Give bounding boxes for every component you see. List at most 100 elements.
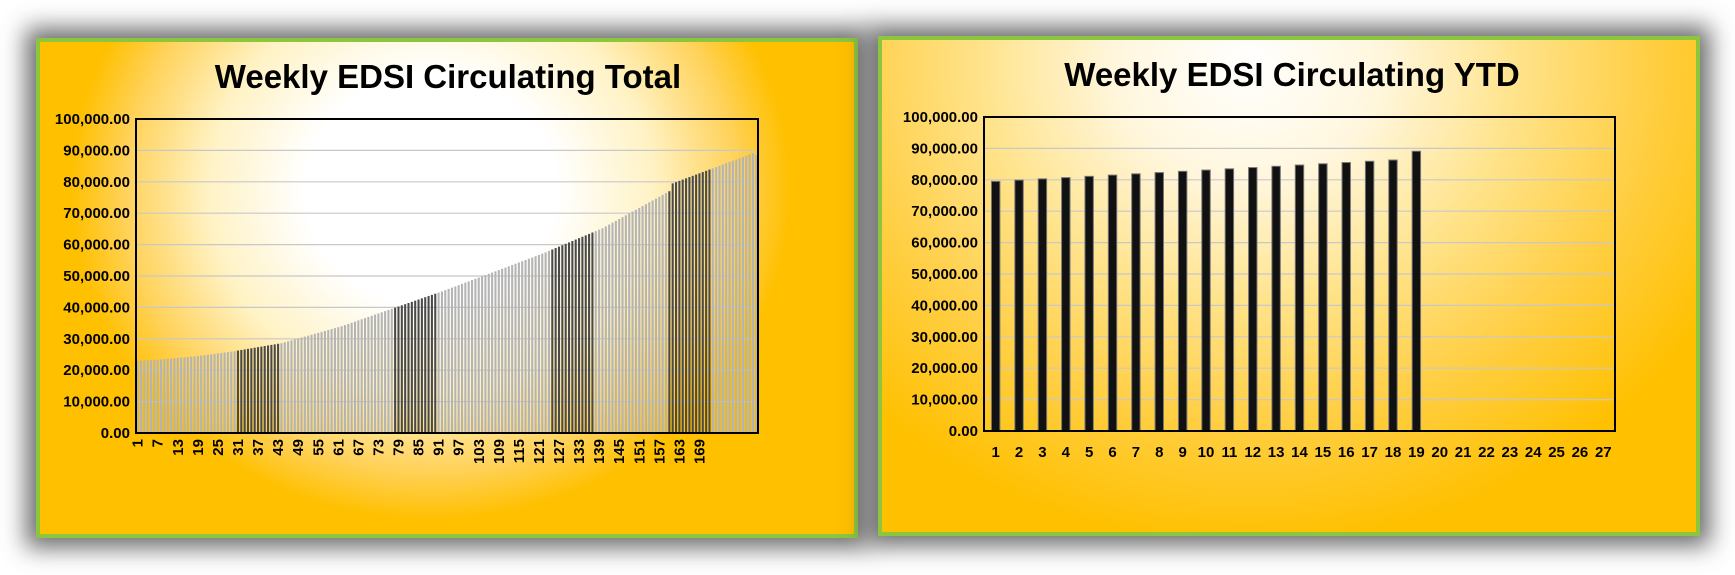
bar-week-179 [731,160,734,433]
bar-week-12 [173,358,176,433]
x-tick-label: 67 [350,439,367,456]
bar-week-140 [601,228,604,433]
bar-week-16 [1341,162,1351,432]
bar-week-125 [551,249,554,433]
bar-week-34 [246,348,250,433]
bar-week-8 [1154,172,1164,432]
bar-week-13 [176,357,179,433]
bar-week-15 [1318,163,1328,432]
x-tick-label: 139 [591,439,608,464]
bar-week-157 [658,196,661,433]
bar-week-102 [474,278,477,433]
bar-week-93 [444,290,447,433]
bar-week-11 [170,358,173,433]
bar-week-161 [671,183,674,433]
x-tick-label: 21 [1455,444,1472,461]
chart-title: Weekly EDSI Circulating YTD [1064,56,1519,93]
x-tick-label: 23 [1501,444,1518,461]
bar-week-149 [631,211,634,433]
bar-week-17 [1364,160,1375,432]
y-tick-label: 0.00 [949,423,978,440]
x-tick-label: 169 [691,439,708,464]
x-axis-ticks: 1 7 13 19 25 31 37 43 49 55 61 67 73 79 85 91 97 103 109 11… [130,439,709,464]
bar-week-170 [701,172,704,434]
bar-week-68 [360,319,363,433]
x-tick-label: 61 [330,439,347,456]
y-axis-ticks: 0.00 10,000.00 20,000.00 30,000.00 40,000.00… [903,109,978,440]
x-tick-label: 121 [531,439,548,464]
bar-week-74 [380,312,383,433]
bar-week-183 [745,155,748,433]
bar-week-10 [1201,169,1211,432]
bar-week-88 [427,296,430,433]
bar-week-72 [374,314,377,433]
bar-week-145 [618,219,621,433]
bar-week-156 [654,198,658,433]
bar-week-165 [685,178,688,433]
bar-week-89 [430,294,433,433]
bar-week-51 [303,336,306,433]
x-tick-label: 4 [1062,444,1071,461]
x-tick-label: 109 [491,439,508,464]
bar-week-95 [450,287,454,433]
x-tick-label: 18 [1385,444,1402,461]
x-tick-label: 25 [210,439,227,456]
x-tick-label: 37 [250,439,267,456]
x-tick-label: 133 [571,439,588,464]
bar-week-136 [588,233,591,433]
y-tick-label: 80,000.00 [911,172,978,189]
bar-week-162 [674,182,678,433]
bar-week-147 [624,215,627,433]
bar-week-18 [1388,159,1398,432]
bar-series [136,153,758,434]
bar-week-7 [156,359,159,433]
bar-week-134 [581,236,584,433]
x-tick-label: 19 [190,439,207,456]
bar-week-112 [507,266,510,433]
y-tick-label: 50,000.00 [63,268,130,285]
bar-week-118 [527,258,530,433]
bar-week-127 [557,246,561,433]
x-tick-label: 20 [1431,444,1448,461]
bar-week-180 [735,159,738,434]
bar-week-22 [206,354,209,433]
bar-week-94 [447,288,450,433]
bar-week-38 [260,346,263,433]
bar-week-81 [404,304,407,433]
x-tick-label: 9 [1178,444,1186,461]
bar-week-83 [410,301,413,433]
y-tick-label: 90,000.00 [63,142,130,159]
bar-week-62 [340,326,343,433]
bar-week-126 [554,248,557,433]
bar-week-169 [698,173,701,433]
bar-week-56 [320,331,323,433]
bar-week-41 [270,344,273,433]
bar-week-154 [648,202,651,433]
bar-week-97 [457,285,460,433]
bar-week-178 [728,162,731,433]
bar-week-6 [1107,174,1118,432]
bar-week-103 [477,277,480,433]
bar-week-43 [277,343,280,433]
bar-week-84 [414,300,417,433]
bar-week-86 [420,298,423,433]
bar-week-4 [1061,177,1071,432]
bar-week-32 [240,349,243,433]
bar-week-49 [297,338,300,433]
x-tick-label: 7 [150,439,167,447]
y-tick-label: 20,000.00 [911,360,978,377]
y-tick-label: 80,000.00 [63,174,130,191]
bar-week-14 [1294,164,1305,432]
bar-week-137 [591,232,594,433]
bar-week-71 [370,315,373,433]
x-tick-label: 11 [1221,444,1237,461]
y-tick-label: 90,000.00 [911,140,978,157]
bar-week-91 [437,292,440,433]
bar-week-120 [534,256,537,433]
bar-week-105 [484,275,487,433]
x-tick-label: 49 [290,439,307,456]
bar-week-77 [390,308,393,433]
y-tick-label: 10,000.00 [911,392,978,409]
bar-week-79 [397,306,400,433]
bar-week-96 [454,286,457,433]
